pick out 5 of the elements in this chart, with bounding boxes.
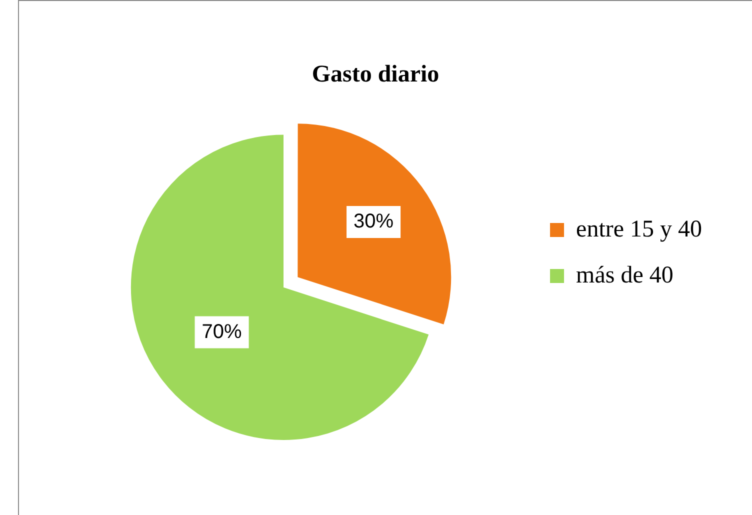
legend-label: entre 15 y 40 [576,216,702,242]
legend-label: más de 40 [576,262,674,288]
chart-title: Gasto diario [312,62,440,88]
data-label: 70% [202,320,242,343]
data-label: 30% [354,210,394,232]
